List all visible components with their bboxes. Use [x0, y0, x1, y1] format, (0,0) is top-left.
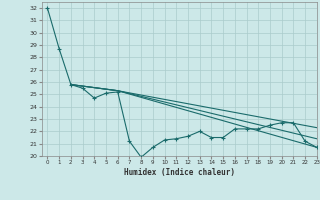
X-axis label: Humidex (Indice chaleur): Humidex (Indice chaleur) — [124, 168, 235, 177]
